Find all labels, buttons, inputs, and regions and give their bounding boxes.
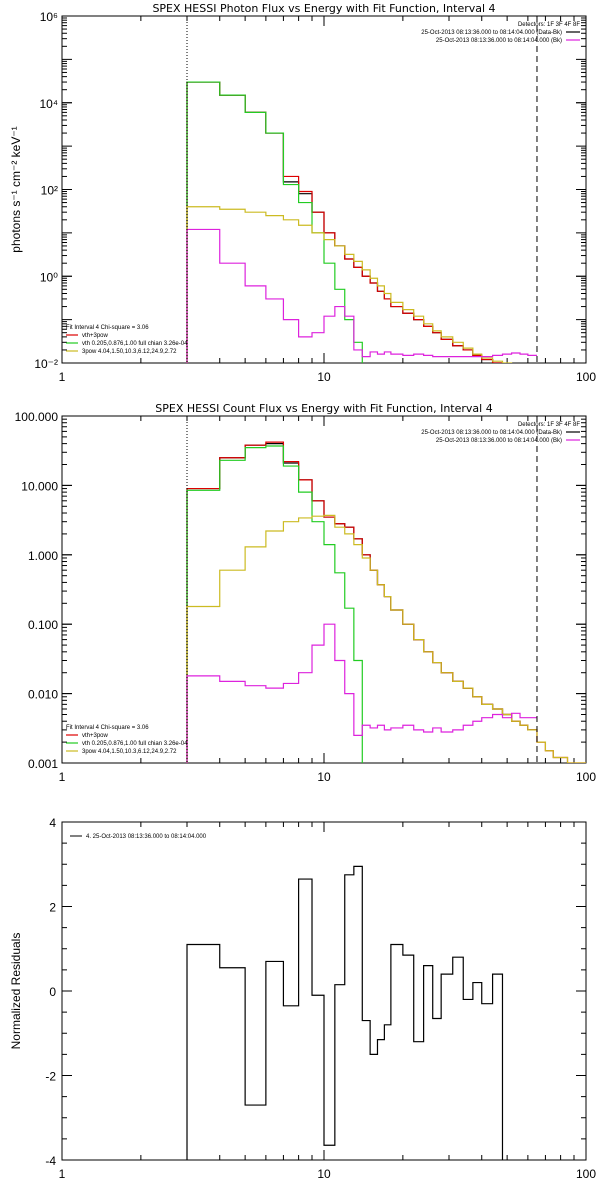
legend-entry: 25-Oct-2013 08:13:36.000 to 08:14:04.000…: [421, 430, 562, 436]
series-4-line: [186, 228, 537, 363]
y-tick-label: 1.000: [28, 549, 58, 563]
x-tick-label: 100: [576, 370, 596, 384]
x-tick-label: 100: [576, 770, 596, 784]
photon-flux-panel: SPEX HESSI Photon Flux vs Energy with Fi…: [9, 2, 596, 384]
legend-entry: 25-Oct-2013 08:13:36.000 to 08:14:04.000…: [421, 30, 562, 36]
legend-entry: 25-Oct-2013 08:13:36.000 to 08:14:04.000…: [436, 38, 562, 44]
x-tick-label: 1: [59, 1167, 66, 1181]
legend-entry: vth 0.205,0.876,1.00 full chian 3.26e-04: [82, 341, 188, 347]
series-4-line: [186, 623, 537, 763]
legend-header: Fit Interval 4 Chi-square = 3.06: [66, 725, 149, 731]
y-tick-label: 10⁴: [39, 97, 58, 111]
series-group: [186, 441, 586, 763]
legend-entry: vth 0.205,0.876,1.00 full chian 3.26e-04: [82, 741, 188, 747]
legend-header: Fit Interval 4 Chi-square = 3.06: [66, 325, 149, 331]
y-axis-label: photons s⁻¹ cm⁻² keV⁻¹: [9, 126, 23, 252]
x-axis: 1 10 100: [59, 822, 596, 1181]
y-tick-label: 0.001: [28, 757, 58, 771]
y-tick-label: 100.000: [15, 410, 59, 424]
series-2-line: [186, 445, 363, 763]
series-1-line: [186, 441, 586, 763]
plot-frame: [61, 415, 587, 764]
fit-legend: Fit Interval 4 Chi-square = 3.06 vth+3pow…: [66, 325, 188, 355]
series-3-line: [186, 514, 586, 763]
residuals-panel: 1 10 100 -4 -2 0 2 4 Normalized Residuals 4. 25-O…: [9, 816, 596, 1181]
x-tick-label: 10: [317, 370, 331, 384]
y-tick-label: 10.000: [21, 479, 58, 493]
series-0-line: [186, 865, 504, 1160]
y-tick-label: 10²: [41, 184, 58, 198]
y-tick-label: 4: [49, 816, 56, 830]
y-tick-label: 10⁶: [40, 10, 58, 24]
y-tick-label: -2: [45, 1070, 56, 1084]
x-tick-label: 1: [59, 370, 66, 384]
legend-entry: vth+3pow: [82, 333, 109, 339]
y-axis: -4 -2 0 2 4: [45, 816, 586, 1168]
y-axis-label: Normalized Residuals: [9, 933, 23, 1050]
legend-header: Detectors: 1F 3F 4F 8F: [518, 22, 580, 28]
x-axis: 1 10 100: [59, 16, 596, 384]
fit-legend: 4. 25-Oct-2013 08:13:36.000 to 08:14:04.…: [70, 834, 207, 840]
series-2-line: [186, 81, 363, 363]
x-tick-label: 100: [576, 1167, 596, 1181]
y-tick-label: 10⁻²: [34, 357, 58, 371]
legend-header: Detectors: 1F 3F 4F 8F: [518, 422, 580, 428]
y-tick-label: 10⁰: [40, 270, 58, 284]
count-flux-panel: SPEX HESSI Count Flux vs Energy with Fit…: [15, 402, 597, 784]
chart-title: SPEX HESSI Count Flux vs Energy with Fit…: [155, 402, 492, 415]
plot-frame: [61, 15, 587, 364]
legend-entry: 25-Oct-2013 08:13:36.000 to 08:14:04.000…: [436, 438, 562, 444]
legend-entry: 3pow 4.04,1.50,10.3,6.12,24.9,2.72: [82, 749, 177, 755]
y-tick-label: 0.010: [28, 688, 58, 702]
x-axis: 1 10 100: [59, 416, 596, 784]
series-0-line: [186, 81, 504, 363]
series-1-line: [186, 81, 504, 363]
y-tick-label: -4: [45, 1154, 56, 1168]
legend-entry: 3pow 4.04,1.50,10.3,6.12,24.9,2.72: [82, 349, 177, 355]
y-axis: 10⁻² 10⁰ 10² 10⁴ 10⁶: [34, 10, 586, 371]
y-tick-label: 0: [49, 985, 56, 999]
y-tick-label: 2: [49, 901, 56, 915]
detector-legend: Detectors: 1F 3F 4F 8F 25-Oct-2013 08:13:…: [421, 22, 580, 44]
series-group: [186, 81, 537, 363]
series-group: [186, 865, 504, 1160]
x-tick-label: 10: [317, 770, 331, 784]
y-axis: 0.001 0.010 0.100 1.000 10.000 100.000: [15, 410, 586, 771]
x-tick-label: 1: [59, 770, 66, 784]
legend-entry: vth+3pow: [82, 733, 109, 739]
series-3-line: [186, 206, 513, 363]
legend-entry: 4. 25-Oct-2013 08:13:36.000 to 08:14:04.…: [86, 834, 207, 840]
detector-legend: Detectors: 1F 3F 4F 8F 25-Oct-2013 08:13:…: [421, 422, 580, 444]
y-tick-label: 0.100: [28, 618, 58, 632]
x-tick-label: 10: [317, 1167, 331, 1181]
fit-legend: Fit Interval 4 Chi-square = 3.06 vth+3pow…: [66, 725, 188, 755]
chart-title: SPEX HESSI Photon Flux vs Energy with Fi…: [152, 2, 495, 15]
